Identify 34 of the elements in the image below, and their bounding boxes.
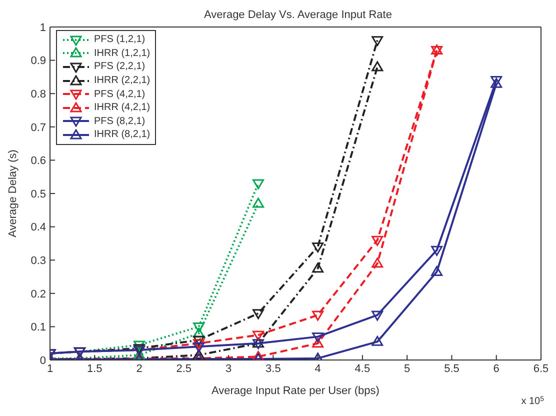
y-tick-label: 0.5 (30, 188, 46, 200)
x-tick-label: 3 (225, 362, 232, 375)
x-tick-label: 6.5 (533, 362, 549, 375)
x-tick-label: 6 (493, 362, 500, 375)
chart-title: Average Delay Vs. Average Input Rate (204, 9, 392, 22)
x-tick-label: 2.5 (176, 362, 192, 375)
x-tick-label: 1.5 (86, 362, 102, 375)
x-tick-label: 5.5 (444, 362, 460, 375)
legend-label: IHRR (2,2,1) (94, 75, 150, 86)
y-tick-label: 0.7 (30, 122, 46, 134)
y-axis-title: Average Delay (s) (6, 150, 19, 238)
x-tick-label: 2 (136, 362, 142, 375)
x-tick-label: 5 (404, 362, 410, 375)
legend-label: PFS (4,2,1) (94, 88, 146, 100)
y-tick-label: 0.2 (30, 288, 46, 300)
x-axis-title: Average Input Rate per User (bps) (212, 385, 380, 397)
y-tick-label: 0.8 (30, 88, 46, 101)
legend-label: PFS (8,2,1) (94, 116, 146, 127)
y-tick-label: 0.1 (30, 322, 46, 334)
y-tick-label: 0 (40, 354, 46, 367)
legend-label: PFS (1,2,1) (94, 34, 146, 46)
y-tick-label: 0.9 (30, 55, 46, 68)
y-tick-label: 0.4 (30, 222, 46, 234)
legend-label: IHRR (1,2,1) (94, 48, 150, 59)
y-tick-label: 1 (40, 22, 46, 34)
x-tick-label: 3.5 (266, 362, 281, 375)
y-tick-label: 0.6 (30, 155, 46, 168)
legend-label: IHRR (8,2,1) (94, 129, 150, 140)
x-tick-label: 4 (314, 362, 321, 375)
text: x 10$^{5}$ (521, 396, 544, 407)
legend-label: PFS (2,2,1) (94, 61, 146, 72)
legend-label: IHRR (4,2,1) (94, 102, 150, 114)
y-tick-label: 0.3 (30, 255, 46, 268)
x-tick-label: 4.5 (354, 362, 370, 375)
